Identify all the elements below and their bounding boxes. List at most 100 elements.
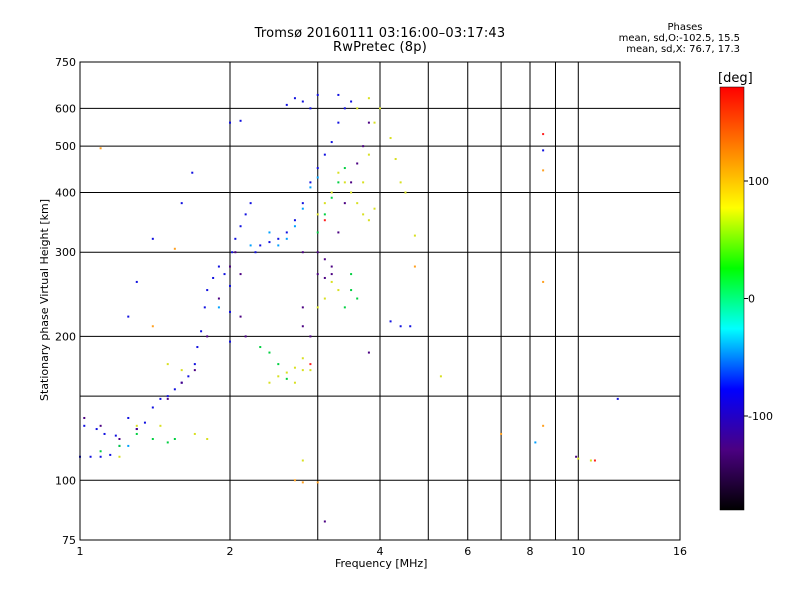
- y-tick-label: 750: [55, 56, 76, 69]
- x-tick-label: 6: [464, 545, 471, 558]
- data-point: [367, 97, 370, 100]
- y-tick-label: 75: [62, 534, 76, 547]
- data-point: [285, 231, 288, 234]
- data-point: [373, 207, 376, 210]
- data-point: [99, 455, 102, 458]
- colorbar: [719, 86, 745, 511]
- data-point: [118, 437, 121, 440]
- data-point: [343, 306, 346, 309]
- data-point: [229, 265, 231, 268]
- data-point: [268, 241, 271, 244]
- data-point: [404, 191, 407, 194]
- data-point: [337, 93, 340, 96]
- data-point: [330, 280, 333, 283]
- data-point: [135, 428, 138, 431]
- data-point: [244, 213, 247, 216]
- data-point: [127, 444, 130, 447]
- data-point: [229, 340, 231, 343]
- data-point: [277, 244, 280, 247]
- data-point: [231, 251, 234, 254]
- data-point: [301, 100, 304, 103]
- data-point: [301, 202, 304, 205]
- data-point: [343, 167, 346, 170]
- data-point: [337, 121, 340, 124]
- data-point: [356, 297, 359, 300]
- data-point: [413, 265, 416, 268]
- data-point: [323, 297, 326, 300]
- colorbar-ticks: -100 0 100: [744, 175, 773, 423]
- data-point: [350, 289, 353, 292]
- data-point: [367, 153, 370, 156]
- data-point: [285, 371, 288, 374]
- data-point: [196, 346, 199, 349]
- data-point: [301, 459, 304, 462]
- data-point: [159, 424, 162, 427]
- data-point: [285, 377, 288, 380]
- data-point: [285, 103, 288, 106]
- data-point: [389, 320, 392, 323]
- data-point: [166, 363, 169, 366]
- data-point: [173, 247, 176, 250]
- data-point: [337, 171, 340, 174]
- data-point: [301, 325, 304, 328]
- data-point: [577, 457, 580, 460]
- data-point: [362, 181, 365, 184]
- data-point: [330, 273, 333, 276]
- data-point: [212, 276, 215, 279]
- data-point: [277, 237, 280, 240]
- data-point: [217, 297, 220, 300]
- data-point: [229, 121, 231, 124]
- data-point: [323, 276, 326, 279]
- data-point: [362, 213, 365, 216]
- data-point: [166, 441, 169, 444]
- data-point: [500, 432, 503, 435]
- data-point: [268, 231, 271, 234]
- data-point: [234, 237, 237, 240]
- data-point: [350, 191, 353, 194]
- data-point: [239, 273, 242, 276]
- data-point: [277, 363, 280, 366]
- data-point: [151, 325, 154, 328]
- data-point: [259, 346, 262, 349]
- colorbar-tick-label: -100: [748, 410, 773, 423]
- data-point: [99, 424, 102, 427]
- data-point: [316, 167, 319, 170]
- data-point: [343, 107, 346, 110]
- data-point: [362, 145, 365, 148]
- data-point: [193, 363, 196, 366]
- data-point: [301, 357, 304, 360]
- data-point: [367, 351, 370, 354]
- data-point: [350, 273, 353, 276]
- data-point: [268, 381, 271, 384]
- data-point: [394, 158, 397, 161]
- data-point: [356, 202, 359, 205]
- data-point: [99, 450, 102, 453]
- data-point: [323, 153, 326, 156]
- data-point: [593, 459, 596, 462]
- axis-ticks: 1 2 4 6 8 10 16 75 100 200 300 400 500 600 750: [55, 56, 687, 558]
- data-point: [127, 416, 130, 419]
- data-point: [217, 265, 220, 268]
- colorbar-tick-label: 100: [748, 175, 769, 188]
- data-point: [114, 434, 117, 437]
- data-point: [293, 225, 296, 228]
- colorbar-label: [deg]: [718, 71, 753, 86]
- data-point: [399, 325, 402, 328]
- data-point: [301, 251, 304, 254]
- data-point: [323, 213, 326, 216]
- data-point: [259, 244, 262, 247]
- y-tick-label: 100: [55, 474, 76, 487]
- data-point: [95, 428, 98, 431]
- data-point: [399, 181, 402, 184]
- data-point: [249, 202, 252, 205]
- data-point: [254, 251, 257, 254]
- data-point: [166, 395, 169, 398]
- x-tick-label: 10: [571, 545, 585, 558]
- data-point: [103, 432, 106, 435]
- data-point: [330, 191, 333, 194]
- data-point: [316, 273, 319, 276]
- data-point: [277, 375, 280, 378]
- data-point: [206, 289, 209, 292]
- data-point: [173, 388, 176, 391]
- y-tick-label: 300: [55, 246, 76, 259]
